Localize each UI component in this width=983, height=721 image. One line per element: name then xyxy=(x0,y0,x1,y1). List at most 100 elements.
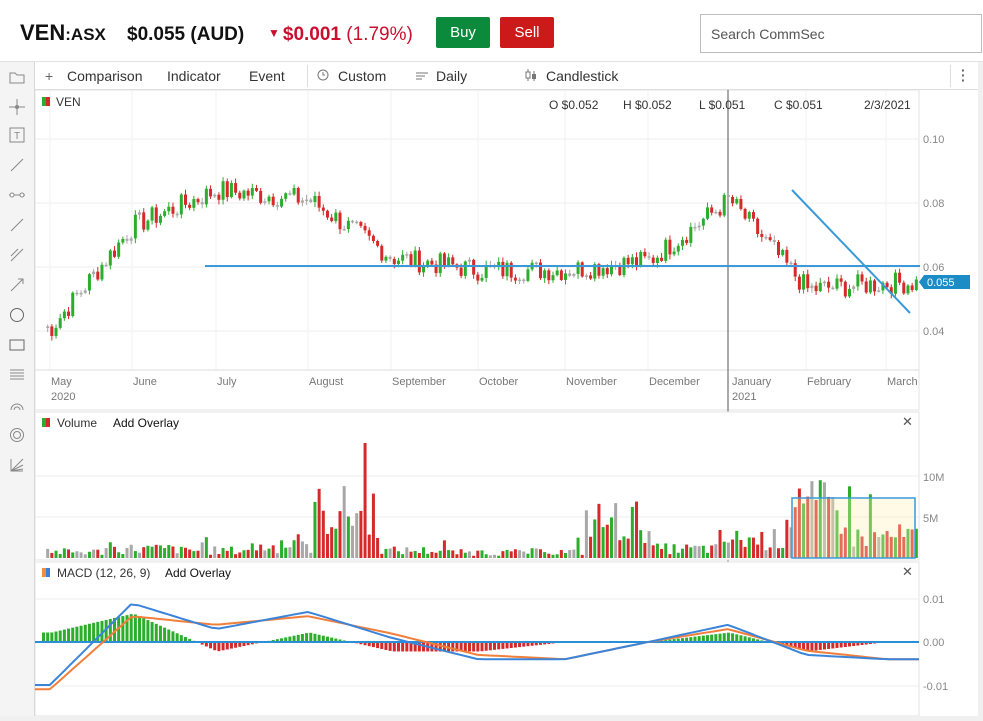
indicator-button[interactable]: Indicator xyxy=(167,68,221,84)
crosshair-icon[interactable] xyxy=(6,96,28,118)
chart-svg[interactable]: VEN O $0.052 H $0.052 L $0.051 C $0.051 … xyxy=(34,89,978,717)
macd-hist-bar xyxy=(409,642,413,652)
volume-bar xyxy=(843,527,847,558)
macd-hist-bar xyxy=(209,642,213,649)
month-label: May xyxy=(51,376,72,388)
volume-bar xyxy=(405,547,409,558)
event-button[interactable]: Event xyxy=(249,68,285,84)
candle-body xyxy=(417,250,421,273)
volume-bar xyxy=(593,519,597,558)
year-label: 2020 xyxy=(51,391,75,403)
candle-body xyxy=(856,274,860,287)
candle-body xyxy=(171,206,175,214)
more-menu-icon[interactable]: · · · xyxy=(961,62,966,88)
folder-icon[interactable] xyxy=(6,66,28,88)
volume-bar xyxy=(380,553,384,558)
candle-body xyxy=(121,238,125,243)
candle-body xyxy=(538,262,542,279)
custom-range-button[interactable]: Custom xyxy=(338,68,387,84)
volume-panel xyxy=(34,411,920,561)
candle-body xyxy=(192,199,196,208)
candle-body xyxy=(810,285,814,289)
candle-body xyxy=(718,211,722,216)
candle-body xyxy=(589,275,593,279)
horizontal-line-icon[interactable] xyxy=(6,184,28,206)
volume-bar xyxy=(714,544,718,558)
comparison-button[interactable]: Comparison xyxy=(67,68,143,84)
macd-hist-bar xyxy=(292,635,296,642)
macd-hist-bar xyxy=(672,639,676,642)
interval-daily-button[interactable]: Daily xyxy=(436,68,468,84)
volume-bar xyxy=(534,548,538,558)
candle-body xyxy=(618,266,622,276)
volume-bar xyxy=(584,510,588,558)
chart-type-button[interactable]: Candlestick xyxy=(546,68,619,84)
macd-hist-bar xyxy=(822,642,826,650)
sell-button[interactable]: Sell xyxy=(500,17,554,48)
macd-line xyxy=(35,603,919,686)
macd-hist-bar xyxy=(697,636,701,642)
macd-hist-bar xyxy=(50,632,54,642)
volume-bar xyxy=(183,547,187,558)
candle-body xyxy=(543,270,547,279)
macd-hist-bar xyxy=(463,642,467,652)
candle-body xyxy=(639,251,643,266)
buy-button[interactable]: Buy xyxy=(436,17,490,48)
candle-body xyxy=(597,264,601,276)
highlight-box[interactable] xyxy=(791,497,916,559)
volume-bar xyxy=(660,548,664,558)
volume-bar xyxy=(472,555,476,558)
volume-bar xyxy=(751,537,755,558)
close-macd-icon[interactable]: ✕ xyxy=(902,564,913,579)
chart-area[interactable]: VEN O $0.052 H $0.052 L $0.051 C $0.051 … xyxy=(34,89,978,717)
volume-bar xyxy=(75,551,79,558)
volume-bar xyxy=(346,516,350,558)
change-percent: (1.79%) xyxy=(346,24,413,45)
macd-hist-bar xyxy=(818,642,822,650)
candle-body xyxy=(509,262,513,278)
series-color-icon xyxy=(46,568,50,577)
chart-toolbar: + Comparison Indicator Event Custom Dail… xyxy=(35,62,978,90)
volume-bar xyxy=(576,537,580,558)
fibonacci-icon[interactable] xyxy=(6,364,28,386)
arc-icon[interactable] xyxy=(6,394,28,416)
candle-body xyxy=(609,265,613,275)
volume-bar xyxy=(551,554,555,558)
macd-hist-bar xyxy=(217,642,221,652)
macd-add-overlay[interactable]: Add Overlay xyxy=(165,566,231,580)
volume-bar xyxy=(676,552,680,558)
candle-body xyxy=(877,290,881,292)
macd-hist-bar xyxy=(476,642,480,652)
fan-icon[interactable] xyxy=(6,454,28,476)
volume-bar xyxy=(209,554,213,558)
channel-icon[interactable] xyxy=(6,244,28,266)
volume-bar xyxy=(300,541,304,558)
volume-bar xyxy=(58,553,62,558)
macd-hist-bar xyxy=(83,624,87,642)
text-tool-icon[interactable]: T xyxy=(6,124,28,146)
macd-hist-bar xyxy=(58,630,62,642)
line-tool-icon[interactable] xyxy=(6,154,28,176)
volume-bar xyxy=(321,510,325,558)
ray-icon[interactable] xyxy=(6,214,28,236)
candle-body xyxy=(125,238,129,241)
macd-hist-bar xyxy=(831,642,835,649)
volume-bar xyxy=(280,540,284,558)
target-icon[interactable] xyxy=(6,424,28,446)
macd-hist-bar xyxy=(513,642,517,648)
search-input[interactable] xyxy=(700,14,982,53)
volume-bar xyxy=(409,551,413,558)
volume-bar xyxy=(505,549,509,558)
candle-body xyxy=(751,212,755,219)
rectangle-icon[interactable] xyxy=(6,334,28,356)
arrow-icon[interactable] xyxy=(6,274,28,296)
candle-body xyxy=(422,265,426,273)
volume-bar xyxy=(163,548,167,558)
candle-body xyxy=(138,212,142,215)
macd-hist-bar xyxy=(505,642,509,649)
volume-add-overlay[interactable]: Add Overlay xyxy=(113,416,179,430)
circle-icon[interactable] xyxy=(6,304,28,326)
downtrend-line[interactable] xyxy=(791,189,911,314)
close-volume-icon[interactable]: ✕ xyxy=(902,414,913,429)
candle-body xyxy=(117,242,121,257)
